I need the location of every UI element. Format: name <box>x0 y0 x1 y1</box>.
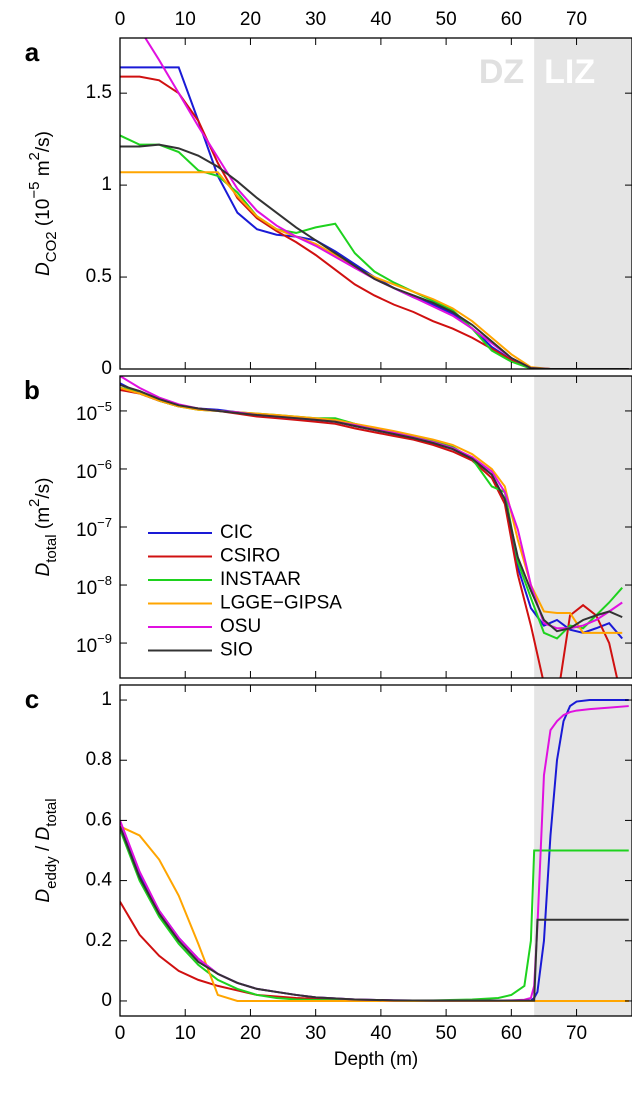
x-tick-label: 0 <box>115 1023 126 1044</box>
tick-base: 10 <box>76 462 97 483</box>
y-tick-label: 0.5 <box>86 266 112 287</box>
x-tick-label: 20 <box>240 1023 261 1044</box>
y-tick-label: 0.4 <box>86 870 113 891</box>
x-tick-label: 10 <box>175 9 196 30</box>
y-axis-label: Deddy / Dtotal <box>33 798 60 902</box>
y-tick-label: 10−8 <box>76 573 112 599</box>
panel-label: b <box>24 375 40 405</box>
axes-frame <box>119 684 632 1017</box>
legend-label: INSTAAR <box>220 569 301 590</box>
legend-label: CSIRO <box>220 546 280 567</box>
x-tick-label: 50 <box>436 1023 457 1044</box>
label-part: (m <box>33 507 54 534</box>
legend-label: SIO <box>220 640 253 661</box>
x-axis-label: Depth (m) <box>334 1049 418 1070</box>
tick-exponent: −9 <box>97 631 112 646</box>
x-tick-label: 60 <box>501 9 522 30</box>
label-part: m <box>33 160 54 181</box>
tick-base: 10 <box>76 404 97 425</box>
tick-exponent: −5 <box>97 399 112 414</box>
label-part: total <box>43 798 60 826</box>
label-part: D <box>33 826 54 840</box>
label-part: (10 <box>33 199 54 232</box>
y-tick-label: 0.8 <box>86 749 112 770</box>
y-tick-label: 10−9 <box>76 631 112 657</box>
y-tick-label: 1 <box>101 174 112 195</box>
label-part: −5 <box>26 182 43 199</box>
y-tick-label: 10−7 <box>76 515 112 541</box>
tick-base: 10 <box>76 520 97 541</box>
zone-label: LIZ <box>544 53 595 91</box>
y-tick-label: 0.2 <box>86 930 112 951</box>
label-part: D <box>33 562 54 576</box>
label-part: 2 <box>26 499 43 507</box>
label-part: CO2 <box>43 231 60 262</box>
label-part: D <box>33 889 54 903</box>
y-tick-label: 0 <box>101 990 112 1011</box>
x-tick-label: 70 <box>566 1023 587 1044</box>
y-tick-label: 0.6 <box>86 809 112 830</box>
label-part: /s) <box>33 131 54 152</box>
y-tick-label: 10−5 <box>76 399 112 425</box>
x-tick-label: 50 <box>436 9 457 30</box>
y-tick-label: 1.5 <box>86 82 112 103</box>
label-part: eddy <box>43 856 60 889</box>
legend-label: OSU <box>220 616 261 637</box>
panel-label: c <box>25 684 39 714</box>
series-group <box>120 699 629 1002</box>
y-tick-label: 0 <box>101 358 112 379</box>
x-tick-label: 70 <box>566 9 587 30</box>
y-tick-label: 1 <box>101 689 112 710</box>
label-part: 2 <box>26 152 43 160</box>
tick-base: 10 <box>76 578 97 599</box>
series-group <box>120 376 623 678</box>
y-tick-label: 10−6 <box>76 457 112 483</box>
x-tick-label: 30 <box>305 9 326 30</box>
axes-frame <box>119 37 632 370</box>
x-tick-label: 0 <box>115 9 126 30</box>
x-tick-label: 20 <box>240 9 261 30</box>
zone-label: DZ <box>479 53 524 91</box>
x-tick-label: 10 <box>175 1023 196 1044</box>
y-axis-label: Dtotal (m2/s) <box>26 478 60 577</box>
tick-base: 10 <box>76 636 97 657</box>
tick-exponent: −8 <box>97 573 112 588</box>
label-part: D <box>33 262 54 276</box>
x-tick-label: 30 <box>305 1023 326 1044</box>
x-tick-label: 40 <box>370 1023 391 1044</box>
legend-label: LGGE−GIPSA <box>220 593 342 614</box>
tick-exponent: −6 <box>97 457 112 472</box>
y-axis-label: DCO2 (10−5 m2/s) <box>26 131 60 276</box>
label-part: /s) <box>33 478 54 499</box>
panel-label: a <box>25 37 40 67</box>
series-line <box>120 829 629 1002</box>
lock-in-zone <box>534 38 632 369</box>
legend-label: CIC <box>220 522 253 543</box>
label-part: total <box>43 534 60 562</box>
label-part: / <box>33 840 54 856</box>
x-tick-label: 60 <box>501 1023 522 1044</box>
series-line <box>120 384 623 633</box>
series-line <box>120 826 629 1002</box>
tick-exponent: −7 <box>97 515 112 530</box>
x-tick-label: 40 <box>370 9 391 30</box>
